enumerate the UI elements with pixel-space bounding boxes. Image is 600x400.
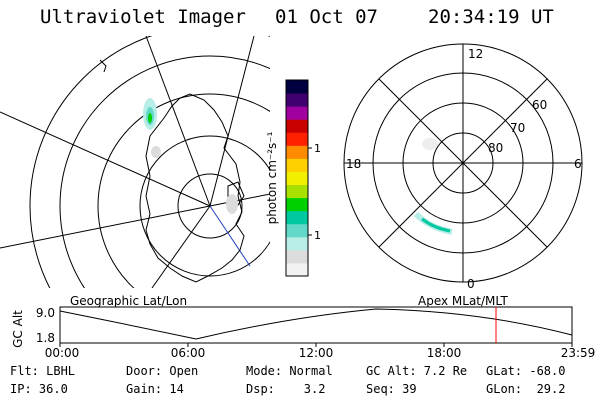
geo-lat-circle xyxy=(139,135,270,277)
geo-lat-circle xyxy=(97,93,270,288)
mlt-line-diag xyxy=(378,78,548,248)
geo-lat-circle xyxy=(59,55,270,288)
colorbar-segment xyxy=(286,132,308,146)
glat-info: GLat: -68.0 xyxy=(486,364,566,378)
timeline-y-top: 9.0 xyxy=(36,306,55,320)
aurora-emission xyxy=(143,98,238,214)
terminator-line xyxy=(209,205,251,267)
x-tick-0600: 06:00 xyxy=(171,346,206,360)
colorbar-tick-10: 10 xyxy=(314,229,320,242)
colorbar-segment xyxy=(286,171,308,186)
colorbar: photon cm⁻²s⁻¹ 100 10 xyxy=(265,79,320,277)
colorbar-segment xyxy=(286,158,308,172)
mlt-label-18: 18 xyxy=(346,157,361,171)
mode-info: Mode: Normal xyxy=(246,364,333,378)
polar-aurora xyxy=(413,138,453,235)
geo-lat-circle xyxy=(29,36,270,288)
glon-info: GLon: 29.2 xyxy=(486,382,566,396)
island-coastline xyxy=(99,59,107,73)
filter-info: Flt: LBHL xyxy=(10,364,76,378)
door-info: Door: Open xyxy=(126,364,199,378)
colorbar-segment xyxy=(286,210,308,225)
geo-meridian xyxy=(209,193,270,207)
mlt-label-6: 6 xyxy=(574,157,582,171)
timeline-y-bottom: 1.8 xyxy=(36,331,55,345)
geo-meridian xyxy=(151,205,211,288)
colorbar-segment xyxy=(286,223,308,238)
seq-info: Seq: 39 xyxy=(366,382,417,396)
timeline-frame xyxy=(59,306,573,344)
colorbar-segment xyxy=(286,262,308,277)
observation-date: 01 Oct 07 xyxy=(275,6,378,28)
colorbar-segment xyxy=(286,249,308,264)
altitude-curve xyxy=(59,308,573,340)
geo-meridian xyxy=(145,36,211,207)
geographic-map xyxy=(0,36,270,288)
geo-meridian xyxy=(0,111,211,207)
colorbar-segment xyxy=(286,236,308,251)
orbit-altitude-timeline: GC Alt 9.0 1.8 00:00 06:00 12:00 18:00 2… xyxy=(11,306,596,360)
polar-mlt-plot: 12 18 6 0 60 70 80 xyxy=(343,43,583,291)
lat-label-60: 60 xyxy=(532,98,547,112)
geo-meridian xyxy=(0,205,211,249)
ip-info: IP: 36.0 xyxy=(10,382,68,396)
instrument-title: Ultraviolet Imager xyxy=(40,6,246,28)
geo-lat-circle xyxy=(177,173,243,239)
colorbar-segment xyxy=(286,184,308,199)
x-tick-0000: 00:00 xyxy=(45,346,80,360)
colorbar-segment xyxy=(286,93,308,107)
continent-coastline xyxy=(145,93,245,283)
colorbar-segment xyxy=(286,106,308,120)
lat-label-80: 80 xyxy=(488,141,503,155)
colorbar-segment xyxy=(286,197,308,212)
gain-info: Gain: 14 xyxy=(126,382,184,396)
x-tick-2359: 23:59 xyxy=(561,346,596,360)
mlt-label-0: 0 xyxy=(467,277,475,291)
gc-alt-info: GC Alt: 7.2 Re xyxy=(366,364,468,378)
geo-meridian xyxy=(209,36,255,207)
observation-time: 20:34:19 UT xyxy=(428,6,554,28)
apex-label: Apex MLat/MLT xyxy=(418,294,508,308)
dsp-info: Dsp: 3.2 xyxy=(246,382,326,396)
timeline-axis-title: GC Alt xyxy=(11,310,25,348)
x-tick-1200: 12:00 xyxy=(299,346,334,360)
colorbar-segment xyxy=(286,119,308,133)
colorbar-tick-100: 100 xyxy=(314,142,320,155)
mlt-label-12: 12 xyxy=(468,47,483,61)
colorbar-segment xyxy=(286,80,308,94)
colorbar-unit-label: photon cm⁻²s⁻¹ xyxy=(265,131,279,224)
colorbar-segment xyxy=(286,145,308,159)
lat-label-70: 70 xyxy=(510,121,525,135)
geographic-label: Geographic Lat/Lon xyxy=(70,294,188,308)
x-tick-1800: 18:00 xyxy=(427,346,462,360)
